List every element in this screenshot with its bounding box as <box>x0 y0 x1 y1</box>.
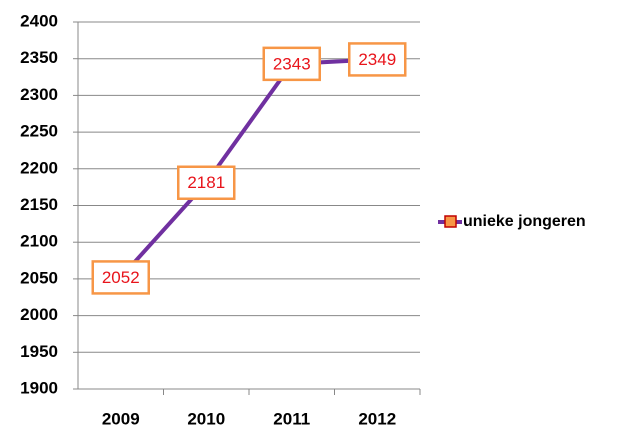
y-tick-label: 2250 <box>20 122 58 141</box>
line <box>119 57 378 279</box>
y-tick-label: 1900 <box>20 378 58 397</box>
y-tick-label: 2050 <box>20 268 58 287</box>
label-box <box>177 165 236 200</box>
x-tick-label: 2010 <box>187 409 225 428</box>
label-box <box>91 260 150 295</box>
x-tick-label: 2009 <box>102 409 140 428</box>
label-box <box>262 46 321 82</box>
x-tick-label: 2011 <box>273 409 310 428</box>
legend-label: unieke jongeren <box>463 213 586 230</box>
y-tick-label: 2150 <box>20 195 58 214</box>
data-label: 2343 <box>273 54 311 73</box>
y-tick-label: 2200 <box>20 158 58 177</box>
label-box <box>348 42 407 77</box>
legend-marker <box>444 215 457 228</box>
y-tick-label: 2400 <box>20 11 58 30</box>
data-label: 2052 <box>102 268 140 287</box>
y-tick-label: 2300 <box>20 85 58 104</box>
y-tick-label: 2350 <box>20 48 58 67</box>
y-tick-label: 1950 <box>20 342 58 361</box>
y-tick-label: 2000 <box>20 305 58 324</box>
data-label: 2181 <box>187 173 225 192</box>
x-tick-label: 2012 <box>358 409 396 428</box>
y-tick-label: 2100 <box>20 232 58 251</box>
data-label: 2349 <box>358 50 396 69</box>
